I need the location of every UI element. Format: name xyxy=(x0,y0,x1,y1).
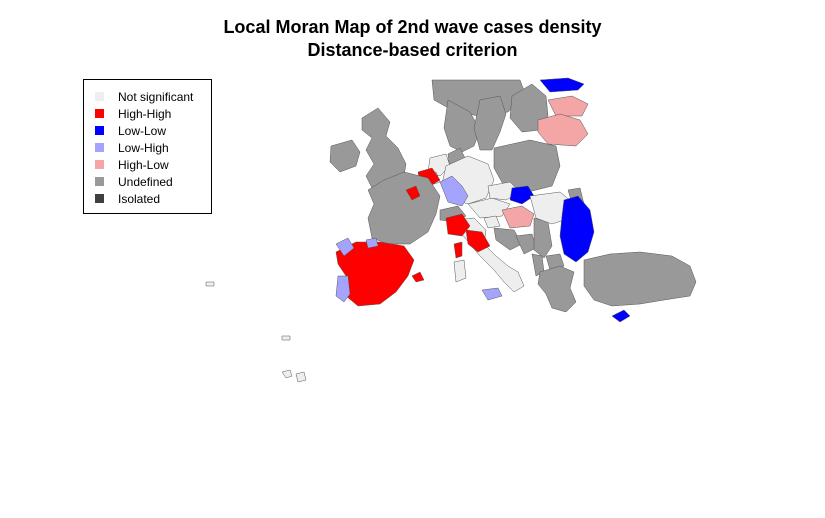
region-toscana xyxy=(465,229,491,253)
region-estonia xyxy=(539,77,585,93)
region-calabria xyxy=(481,287,503,301)
region-hungary xyxy=(501,205,535,229)
legend-item-high-high: High-High xyxy=(84,105,211,122)
region-bulgaria xyxy=(559,195,595,263)
legend-item-low-high: Low-High xyxy=(84,139,211,156)
region-latvia xyxy=(547,95,589,117)
legend-item-not-significant: Not significant xyxy=(84,88,211,105)
legend-item-low-low: Low-Low xyxy=(84,122,211,139)
region-lithuania xyxy=(537,113,589,147)
region-azores xyxy=(205,281,215,287)
region-asturias xyxy=(365,237,379,249)
legend-swatch-high-high xyxy=(95,109,104,118)
region-france xyxy=(367,171,441,245)
legend-swatch-undefined xyxy=(95,177,104,186)
region-slovakia xyxy=(509,185,535,205)
map-title: Local Moran Map of 2nd wave cases densit… xyxy=(223,17,602,37)
legend-label-high-high: High-High xyxy=(118,106,172,121)
region-madeira xyxy=(281,335,291,341)
legend-label-low-high: Low-High xyxy=(118,140,169,155)
legend-label-high-low: High-Low xyxy=(118,157,169,172)
legend-swatch-not-significant xyxy=(95,92,104,101)
legend-label-undefined: Undefined xyxy=(118,174,173,189)
region-canary-islands-1 xyxy=(295,371,307,383)
region-galicia xyxy=(335,237,355,257)
legend-swatch-isolated xyxy=(95,194,104,203)
legend-label-low-low: Low-Low xyxy=(118,123,167,138)
region-ireland xyxy=(329,139,361,173)
region-canary-islands-0 xyxy=(281,369,293,379)
region-alsace xyxy=(439,175,469,207)
region-turkey xyxy=(583,251,697,307)
region-greece xyxy=(537,265,577,313)
legend-swatch-low-low xyxy=(95,126,104,135)
region-poland xyxy=(493,139,561,193)
legend-item-undefined: Undefined xyxy=(84,173,211,190)
region-ile-de-france xyxy=(405,185,421,201)
region-serbia xyxy=(533,217,553,259)
region-sardinia xyxy=(453,259,467,283)
legend-label-isolated: Isolated xyxy=(118,191,161,206)
legend-item-high-low: High-Low xyxy=(84,156,211,173)
region-slovenia xyxy=(483,215,501,229)
region-norway xyxy=(443,99,481,153)
region-balearic-islands xyxy=(411,271,425,283)
legend-label-not-significant: Not significant xyxy=(118,89,194,104)
region-cyprus xyxy=(611,309,631,323)
legend-swatch-high-low xyxy=(95,160,104,169)
region-portugal xyxy=(335,275,351,303)
legend-item-isolated: Isolated xyxy=(84,190,211,207)
region-sweden xyxy=(473,95,507,151)
map-subtitle: Distance-based criterion xyxy=(307,40,518,60)
region-croatia xyxy=(493,227,523,251)
legend-swatch-low-high xyxy=(95,143,104,152)
region-corsica xyxy=(453,241,463,259)
legend: Not significant High-High Low-Low Low-Hi… xyxy=(83,79,212,214)
